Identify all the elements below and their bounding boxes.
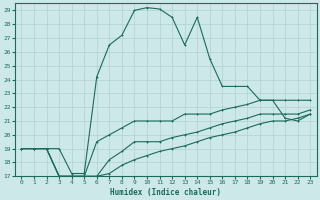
X-axis label: Humidex (Indice chaleur): Humidex (Indice chaleur) xyxy=(110,188,221,197)
